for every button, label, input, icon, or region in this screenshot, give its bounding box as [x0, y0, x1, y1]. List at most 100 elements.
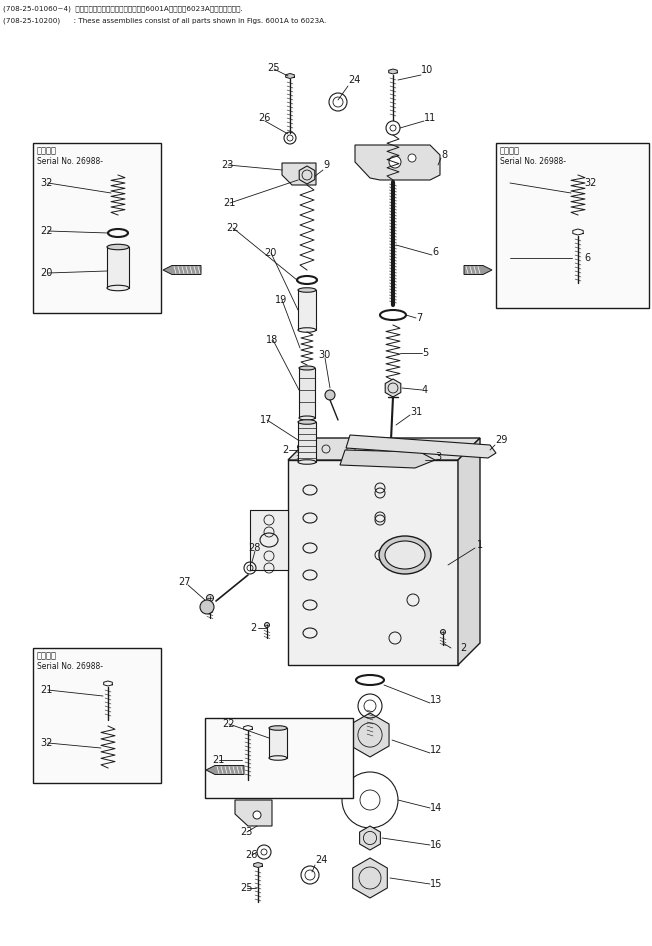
- Text: 5: 5: [422, 348, 428, 358]
- Text: 15: 15: [430, 879, 442, 889]
- Text: 17: 17: [260, 415, 273, 425]
- Text: 30: 30: [318, 350, 331, 360]
- Polygon shape: [206, 765, 244, 775]
- Text: 26: 26: [245, 850, 258, 860]
- Text: 19: 19: [275, 295, 288, 305]
- Bar: [269, 728, 287, 758]
- Text: 21: 21: [212, 755, 224, 765]
- Ellipse shape: [107, 286, 129, 290]
- Bar: [107, 247, 129, 288]
- Ellipse shape: [107, 244, 129, 250]
- Text: 24: 24: [348, 75, 361, 85]
- Text: 6: 6: [432, 247, 438, 257]
- Text: 32: 32: [40, 178, 52, 188]
- Text: Serial No. 26988-: Serial No. 26988-: [500, 156, 566, 166]
- Ellipse shape: [298, 420, 316, 424]
- Circle shape: [301, 171, 309, 179]
- Circle shape: [253, 811, 261, 819]
- Circle shape: [441, 629, 445, 635]
- Circle shape: [200, 600, 214, 614]
- Bar: [33, 648, 161, 783]
- Bar: [496, 143, 649, 308]
- Text: 2: 2: [460, 643, 466, 653]
- Text: 6: 6: [584, 253, 590, 263]
- Circle shape: [325, 390, 335, 400]
- Text: 12: 12: [430, 745, 442, 755]
- Polygon shape: [346, 435, 496, 458]
- Text: 適用号機: 適用号機: [37, 652, 57, 660]
- Text: 2: 2: [282, 445, 288, 455]
- Polygon shape: [351, 713, 389, 757]
- Ellipse shape: [299, 416, 315, 420]
- Text: 26: 26: [258, 113, 271, 123]
- Text: 22: 22: [222, 719, 235, 729]
- Text: 14: 14: [430, 803, 442, 813]
- Text: 23: 23: [240, 827, 252, 837]
- Text: 32: 32: [40, 738, 52, 748]
- Text: 3: 3: [435, 452, 441, 462]
- Text: 23: 23: [221, 160, 233, 170]
- Bar: [299, 368, 315, 418]
- Text: 31: 31: [410, 407, 422, 417]
- Text: (708-25-01060~4)  これらのアセンブリの構成部品は第6001A図から第6023A図まで含みます.: (708-25-01060~4) これらのアセンブリの構成部品は第6001A図か…: [3, 5, 243, 11]
- Text: 21: 21: [40, 685, 52, 695]
- Text: Serial No. 26988-: Serial No. 26988-: [37, 661, 103, 671]
- Text: 13: 13: [430, 695, 442, 705]
- Polygon shape: [235, 800, 272, 826]
- Text: 22: 22: [40, 226, 53, 236]
- Text: 1: 1: [477, 540, 483, 550]
- Bar: [298, 290, 316, 330]
- Bar: [205, 718, 353, 798]
- Polygon shape: [244, 726, 252, 730]
- Text: 20: 20: [264, 248, 276, 258]
- Circle shape: [207, 594, 213, 602]
- Text: 適用号機: 適用号機: [500, 147, 520, 155]
- Polygon shape: [464, 266, 492, 274]
- Polygon shape: [288, 438, 480, 460]
- Text: 10: 10: [421, 65, 433, 75]
- Circle shape: [389, 156, 401, 168]
- Text: 11: 11: [424, 113, 436, 123]
- Text: 32: 32: [584, 178, 597, 188]
- Polygon shape: [299, 166, 315, 184]
- Ellipse shape: [269, 726, 287, 730]
- Circle shape: [265, 622, 269, 627]
- Polygon shape: [360, 826, 380, 850]
- Text: 24: 24: [315, 855, 327, 865]
- Ellipse shape: [269, 756, 287, 761]
- Ellipse shape: [298, 460, 316, 464]
- Polygon shape: [288, 460, 458, 665]
- Polygon shape: [254, 863, 262, 867]
- Text: 22: 22: [226, 223, 239, 233]
- Text: 29: 29: [495, 435, 507, 445]
- Polygon shape: [340, 450, 435, 468]
- Text: 8: 8: [441, 150, 447, 160]
- Text: 18: 18: [266, 335, 278, 345]
- Polygon shape: [104, 681, 112, 686]
- Text: 28: 28: [248, 543, 260, 553]
- Polygon shape: [385, 379, 401, 397]
- Text: 9: 9: [323, 160, 329, 170]
- Text: 2: 2: [250, 623, 256, 633]
- Text: 適用号機: 適用号機: [37, 147, 57, 155]
- Ellipse shape: [298, 288, 316, 292]
- Polygon shape: [389, 69, 397, 74]
- Bar: [250, 510, 288, 570]
- Polygon shape: [163, 266, 201, 274]
- Polygon shape: [286, 74, 294, 79]
- Text: 4: 4: [422, 385, 428, 395]
- Bar: [298, 422, 316, 462]
- Text: 27: 27: [178, 577, 190, 587]
- Ellipse shape: [385, 541, 425, 569]
- Polygon shape: [353, 858, 387, 898]
- Ellipse shape: [298, 327, 316, 332]
- Ellipse shape: [379, 536, 431, 574]
- Text: 21: 21: [223, 198, 235, 208]
- Polygon shape: [458, 438, 480, 665]
- Circle shape: [408, 154, 416, 162]
- Text: 20: 20: [40, 268, 52, 278]
- Ellipse shape: [299, 366, 315, 370]
- Circle shape: [297, 445, 303, 449]
- Text: 25: 25: [240, 883, 252, 893]
- Text: 7: 7: [416, 313, 422, 323]
